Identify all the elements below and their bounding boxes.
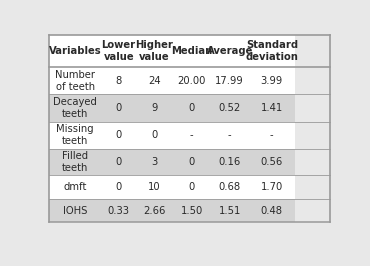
Bar	[101, 67, 136, 94]
Bar	[136, 149, 173, 175]
Bar	[173, 35, 211, 67]
Bar	[173, 175, 211, 199]
Bar	[49, 199, 101, 222]
Bar	[249, 94, 295, 122]
Bar	[136, 122, 173, 149]
Text: -: -	[270, 130, 274, 140]
Bar	[249, 175, 295, 199]
Bar	[136, 199, 173, 222]
Text: 0: 0	[115, 182, 122, 192]
Bar	[49, 149, 101, 175]
Bar	[136, 35, 173, 67]
Bar	[211, 175, 249, 199]
Bar	[249, 199, 295, 222]
Text: 10: 10	[148, 182, 161, 192]
Bar	[249, 35, 295, 67]
Text: 1.41: 1.41	[261, 103, 283, 113]
Bar	[101, 35, 136, 67]
Text: 9: 9	[151, 103, 158, 113]
Text: 0.16: 0.16	[219, 157, 241, 167]
Text: 0.52: 0.52	[219, 103, 241, 113]
Bar	[211, 199, 249, 222]
Text: Decayed
teeth: Decayed teeth	[53, 97, 97, 119]
Bar	[136, 94, 173, 122]
Text: IOHS: IOHS	[63, 206, 87, 216]
Text: 0.56: 0.56	[261, 157, 283, 167]
Text: 8: 8	[115, 76, 122, 86]
Text: 0: 0	[115, 103, 122, 113]
Bar	[211, 122, 249, 149]
Text: 2.66: 2.66	[143, 206, 166, 216]
Text: 1.50: 1.50	[181, 206, 203, 216]
Bar	[49, 175, 101, 199]
Bar	[49, 67, 101, 94]
Bar	[101, 94, 136, 122]
Text: 1.70: 1.70	[261, 182, 283, 192]
Text: 0.68: 0.68	[219, 182, 241, 192]
Bar	[249, 67, 295, 94]
Text: 3: 3	[151, 157, 158, 167]
Bar	[173, 122, 211, 149]
Bar	[249, 122, 295, 149]
Text: 0: 0	[189, 182, 195, 192]
Text: dmft: dmft	[63, 182, 87, 192]
Bar	[49, 35, 101, 67]
Text: 3.99: 3.99	[261, 76, 283, 86]
Text: 0: 0	[189, 103, 195, 113]
Bar	[211, 67, 249, 94]
Text: 17.99: 17.99	[215, 76, 244, 86]
Text: 0: 0	[115, 157, 122, 167]
Text: 24: 24	[148, 76, 161, 86]
Text: 0: 0	[151, 130, 158, 140]
Text: Standard
deviation: Standard deviation	[245, 40, 298, 62]
Bar	[211, 149, 249, 175]
Text: Median: Median	[171, 46, 212, 56]
Bar	[173, 67, 211, 94]
Bar	[211, 35, 249, 67]
Text: Average: Average	[206, 46, 253, 56]
Bar	[101, 149, 136, 175]
Bar	[101, 175, 136, 199]
Bar	[49, 94, 101, 122]
Text: Lower
value: Lower value	[102, 40, 136, 62]
Text: 0.33: 0.33	[108, 206, 130, 216]
Text: 0: 0	[189, 157, 195, 167]
Bar	[101, 199, 136, 222]
Bar	[173, 149, 211, 175]
Text: 0: 0	[115, 130, 122, 140]
Text: Variables: Variables	[49, 46, 101, 56]
Bar	[249, 149, 295, 175]
Text: Number
of teeth: Number of teeth	[55, 70, 95, 92]
Text: 20.00: 20.00	[178, 76, 206, 86]
Text: 0.48: 0.48	[261, 206, 283, 216]
Text: 1.51: 1.51	[218, 206, 241, 216]
Bar	[173, 94, 211, 122]
Bar	[211, 94, 249, 122]
Text: Missing
teeth: Missing teeth	[56, 124, 94, 146]
Text: -: -	[190, 130, 194, 140]
Bar	[136, 175, 173, 199]
Text: Higher
value: Higher value	[135, 40, 174, 62]
Bar	[101, 122, 136, 149]
Bar	[49, 122, 101, 149]
Text: Filled
teeth: Filled teeth	[62, 151, 88, 173]
Text: -: -	[228, 130, 232, 140]
Bar	[136, 67, 173, 94]
Bar	[173, 199, 211, 222]
